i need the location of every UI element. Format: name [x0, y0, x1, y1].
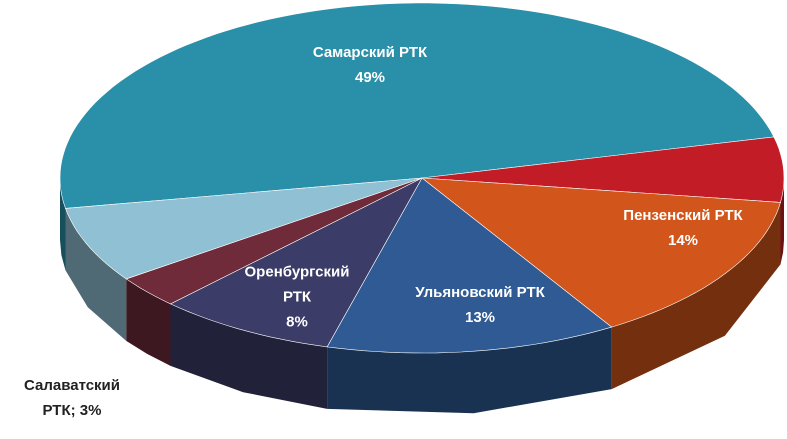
- pie-slice: [421, 177, 781, 328]
- category-label: Самарский РТК: [312, 44, 428, 61]
- label-separator: ;: [70, 402, 80, 419]
- data-label: Салаватский РТК; 3%: [17, 373, 127, 423]
- value-label: 49%: [354, 69, 386, 86]
- pie-slice: [125, 177, 423, 305]
- value-label: 8%: [286, 313, 308, 331]
- category-label: Пензенский РТК: [623, 207, 743, 224]
- data-label: Пензенский РТК 14%: [598, 203, 768, 253]
- pie-side: [65, 208, 127, 341]
- pie-slice: [59, 2, 775, 209]
- data-label: Самарский РТК 49%: [270, 40, 470, 90]
- pie-slice: [421, 136, 785, 203]
- category-label: Ульяновский РТК: [415, 284, 545, 301]
- pie-side: [327, 327, 612, 414]
- value-label: 3%: [79, 402, 102, 419]
- data-label: Оренбургский РТК 8%: [232, 260, 362, 335]
- value-label: 14%: [667, 232, 699, 249]
- pie-side: [170, 303, 328, 409]
- pie-slice: [65, 177, 423, 280]
- data-label: Ульяновский РТК 13%: [415, 280, 545, 330]
- pie-slice: [326, 177, 613, 354]
- category-label: Оренбургский РТК: [244, 263, 350, 306]
- pie-slice: [169, 177, 423, 348]
- pie-side: [611, 202, 781, 390]
- pie-side: [60, 178, 66, 271]
- pie-side: [126, 278, 171, 366]
- category-label: Салаватский РТК: [23, 377, 121, 419]
- value-label: 13%: [464, 309, 496, 326]
